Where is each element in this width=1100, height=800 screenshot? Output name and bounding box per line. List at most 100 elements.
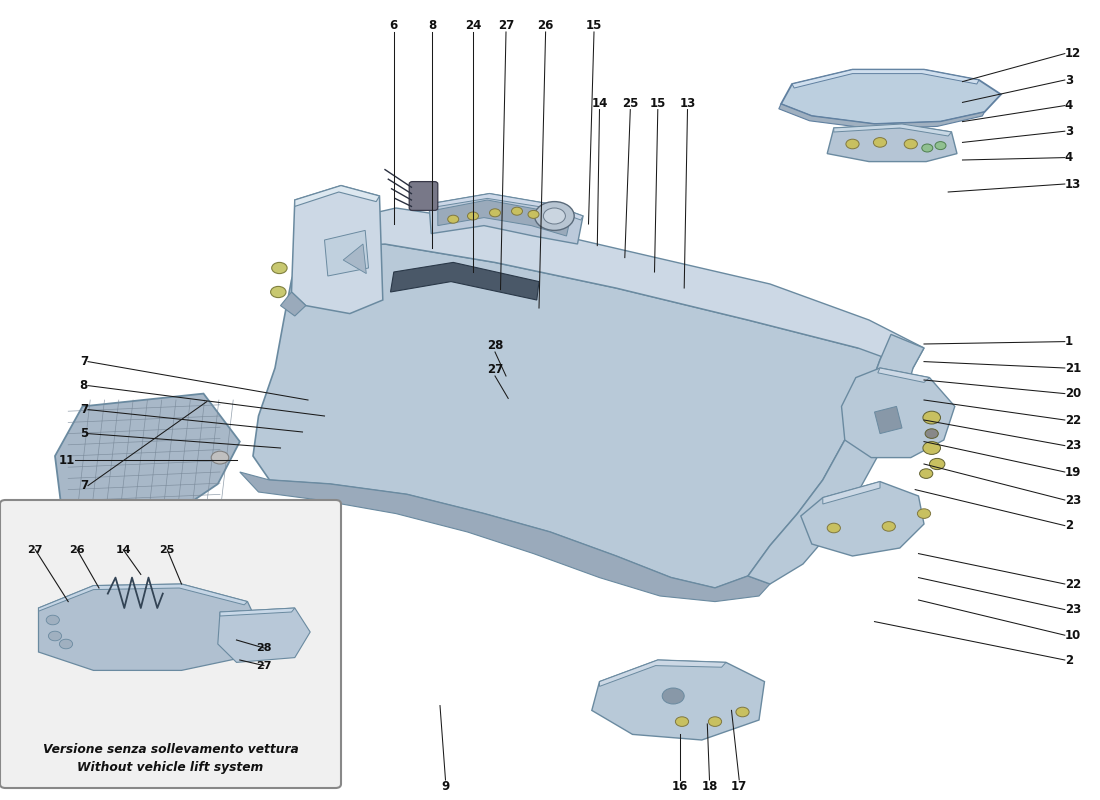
Circle shape xyxy=(535,202,574,230)
Circle shape xyxy=(490,209,500,217)
Circle shape xyxy=(211,451,229,464)
Polygon shape xyxy=(292,186,383,314)
Text: 23: 23 xyxy=(1065,603,1081,616)
Circle shape xyxy=(935,142,946,150)
Polygon shape xyxy=(748,334,924,584)
Text: 4: 4 xyxy=(1065,151,1072,164)
Circle shape xyxy=(930,458,945,470)
Text: 18: 18 xyxy=(702,780,717,793)
Text: 7: 7 xyxy=(80,403,88,416)
Circle shape xyxy=(904,139,917,149)
Text: 22: 22 xyxy=(1065,578,1081,590)
Text: 26: 26 xyxy=(538,19,553,32)
Text: 17: 17 xyxy=(732,780,747,793)
Text: 19: 19 xyxy=(1065,466,1081,478)
Text: 13: 13 xyxy=(1065,178,1081,190)
Polygon shape xyxy=(39,584,262,670)
Polygon shape xyxy=(240,472,770,602)
Polygon shape xyxy=(324,230,369,276)
Circle shape xyxy=(917,509,931,518)
Text: 7: 7 xyxy=(80,479,88,492)
Text: 16: 16 xyxy=(672,780,688,793)
Text: 6: 6 xyxy=(389,19,398,32)
Polygon shape xyxy=(280,292,306,316)
Polygon shape xyxy=(302,208,924,368)
Text: 27: 27 xyxy=(256,661,272,670)
Text: 21: 21 xyxy=(1065,362,1081,374)
Text: 8: 8 xyxy=(428,19,437,32)
Circle shape xyxy=(882,522,895,531)
Text: Without vehicle lift system: Without vehicle lift system xyxy=(77,762,264,774)
Text: 5: 5 xyxy=(79,427,88,440)
Text: 2: 2 xyxy=(1065,519,1072,532)
Text: 23: 23 xyxy=(1065,439,1081,452)
Text: 3: 3 xyxy=(1065,125,1072,138)
Text: 14: 14 xyxy=(116,545,131,554)
Circle shape xyxy=(48,631,62,641)
Polygon shape xyxy=(781,70,1001,124)
Circle shape xyxy=(512,207,522,215)
Text: 26: 26 xyxy=(69,545,85,554)
Text: 2: 2 xyxy=(1065,654,1072,666)
Text: 7: 7 xyxy=(80,355,88,368)
Polygon shape xyxy=(600,660,726,686)
Polygon shape xyxy=(779,104,984,129)
Circle shape xyxy=(846,139,859,149)
Polygon shape xyxy=(834,124,952,136)
Circle shape xyxy=(925,429,938,438)
Text: 8: 8 xyxy=(79,379,88,392)
Polygon shape xyxy=(823,482,880,504)
Circle shape xyxy=(923,442,940,454)
Circle shape xyxy=(923,411,940,424)
Text: 13: 13 xyxy=(680,97,695,110)
Circle shape xyxy=(46,615,59,625)
Text: 25: 25 xyxy=(160,545,175,554)
Polygon shape xyxy=(429,194,583,220)
Text: 24: 24 xyxy=(465,19,481,32)
Text: 15: 15 xyxy=(586,19,602,32)
Circle shape xyxy=(708,717,722,726)
Circle shape xyxy=(528,210,539,218)
FancyBboxPatch shape xyxy=(0,500,341,788)
Circle shape xyxy=(59,639,73,649)
Polygon shape xyxy=(253,244,891,588)
Text: 28: 28 xyxy=(256,643,272,653)
Polygon shape xyxy=(429,194,583,244)
Text: 27: 27 xyxy=(498,19,514,32)
Circle shape xyxy=(448,215,459,223)
Circle shape xyxy=(468,212,478,220)
Polygon shape xyxy=(295,186,380,206)
Text: a passion for parts since 1: a passion for parts since 1 xyxy=(371,386,773,542)
Circle shape xyxy=(736,707,749,717)
Polygon shape xyxy=(220,608,295,616)
Polygon shape xyxy=(792,70,979,88)
Text: 1: 1 xyxy=(1065,335,1072,348)
Circle shape xyxy=(272,262,287,274)
Text: 9: 9 xyxy=(441,780,450,793)
Text: 27: 27 xyxy=(487,363,503,376)
Text: 27: 27 xyxy=(28,545,43,554)
Circle shape xyxy=(922,144,933,152)
Text: 3: 3 xyxy=(1065,74,1072,86)
Text: 14: 14 xyxy=(592,97,607,110)
Polygon shape xyxy=(874,406,902,434)
Circle shape xyxy=(543,208,565,224)
Circle shape xyxy=(827,523,840,533)
Polygon shape xyxy=(801,482,924,556)
Polygon shape xyxy=(827,124,957,162)
Circle shape xyxy=(662,688,684,704)
Circle shape xyxy=(873,138,887,147)
Circle shape xyxy=(920,469,933,478)
Polygon shape xyxy=(218,608,310,662)
Text: 15: 15 xyxy=(650,97,666,110)
Polygon shape xyxy=(39,584,248,611)
Polygon shape xyxy=(343,244,366,274)
Circle shape xyxy=(271,286,286,298)
Text: 23: 23 xyxy=(1065,494,1081,506)
Polygon shape xyxy=(592,660,764,740)
Text: 28: 28 xyxy=(487,339,503,352)
Polygon shape xyxy=(878,368,930,382)
Text: 12: 12 xyxy=(1065,47,1081,60)
FancyBboxPatch shape xyxy=(409,182,438,210)
Text: 10: 10 xyxy=(1065,629,1081,642)
